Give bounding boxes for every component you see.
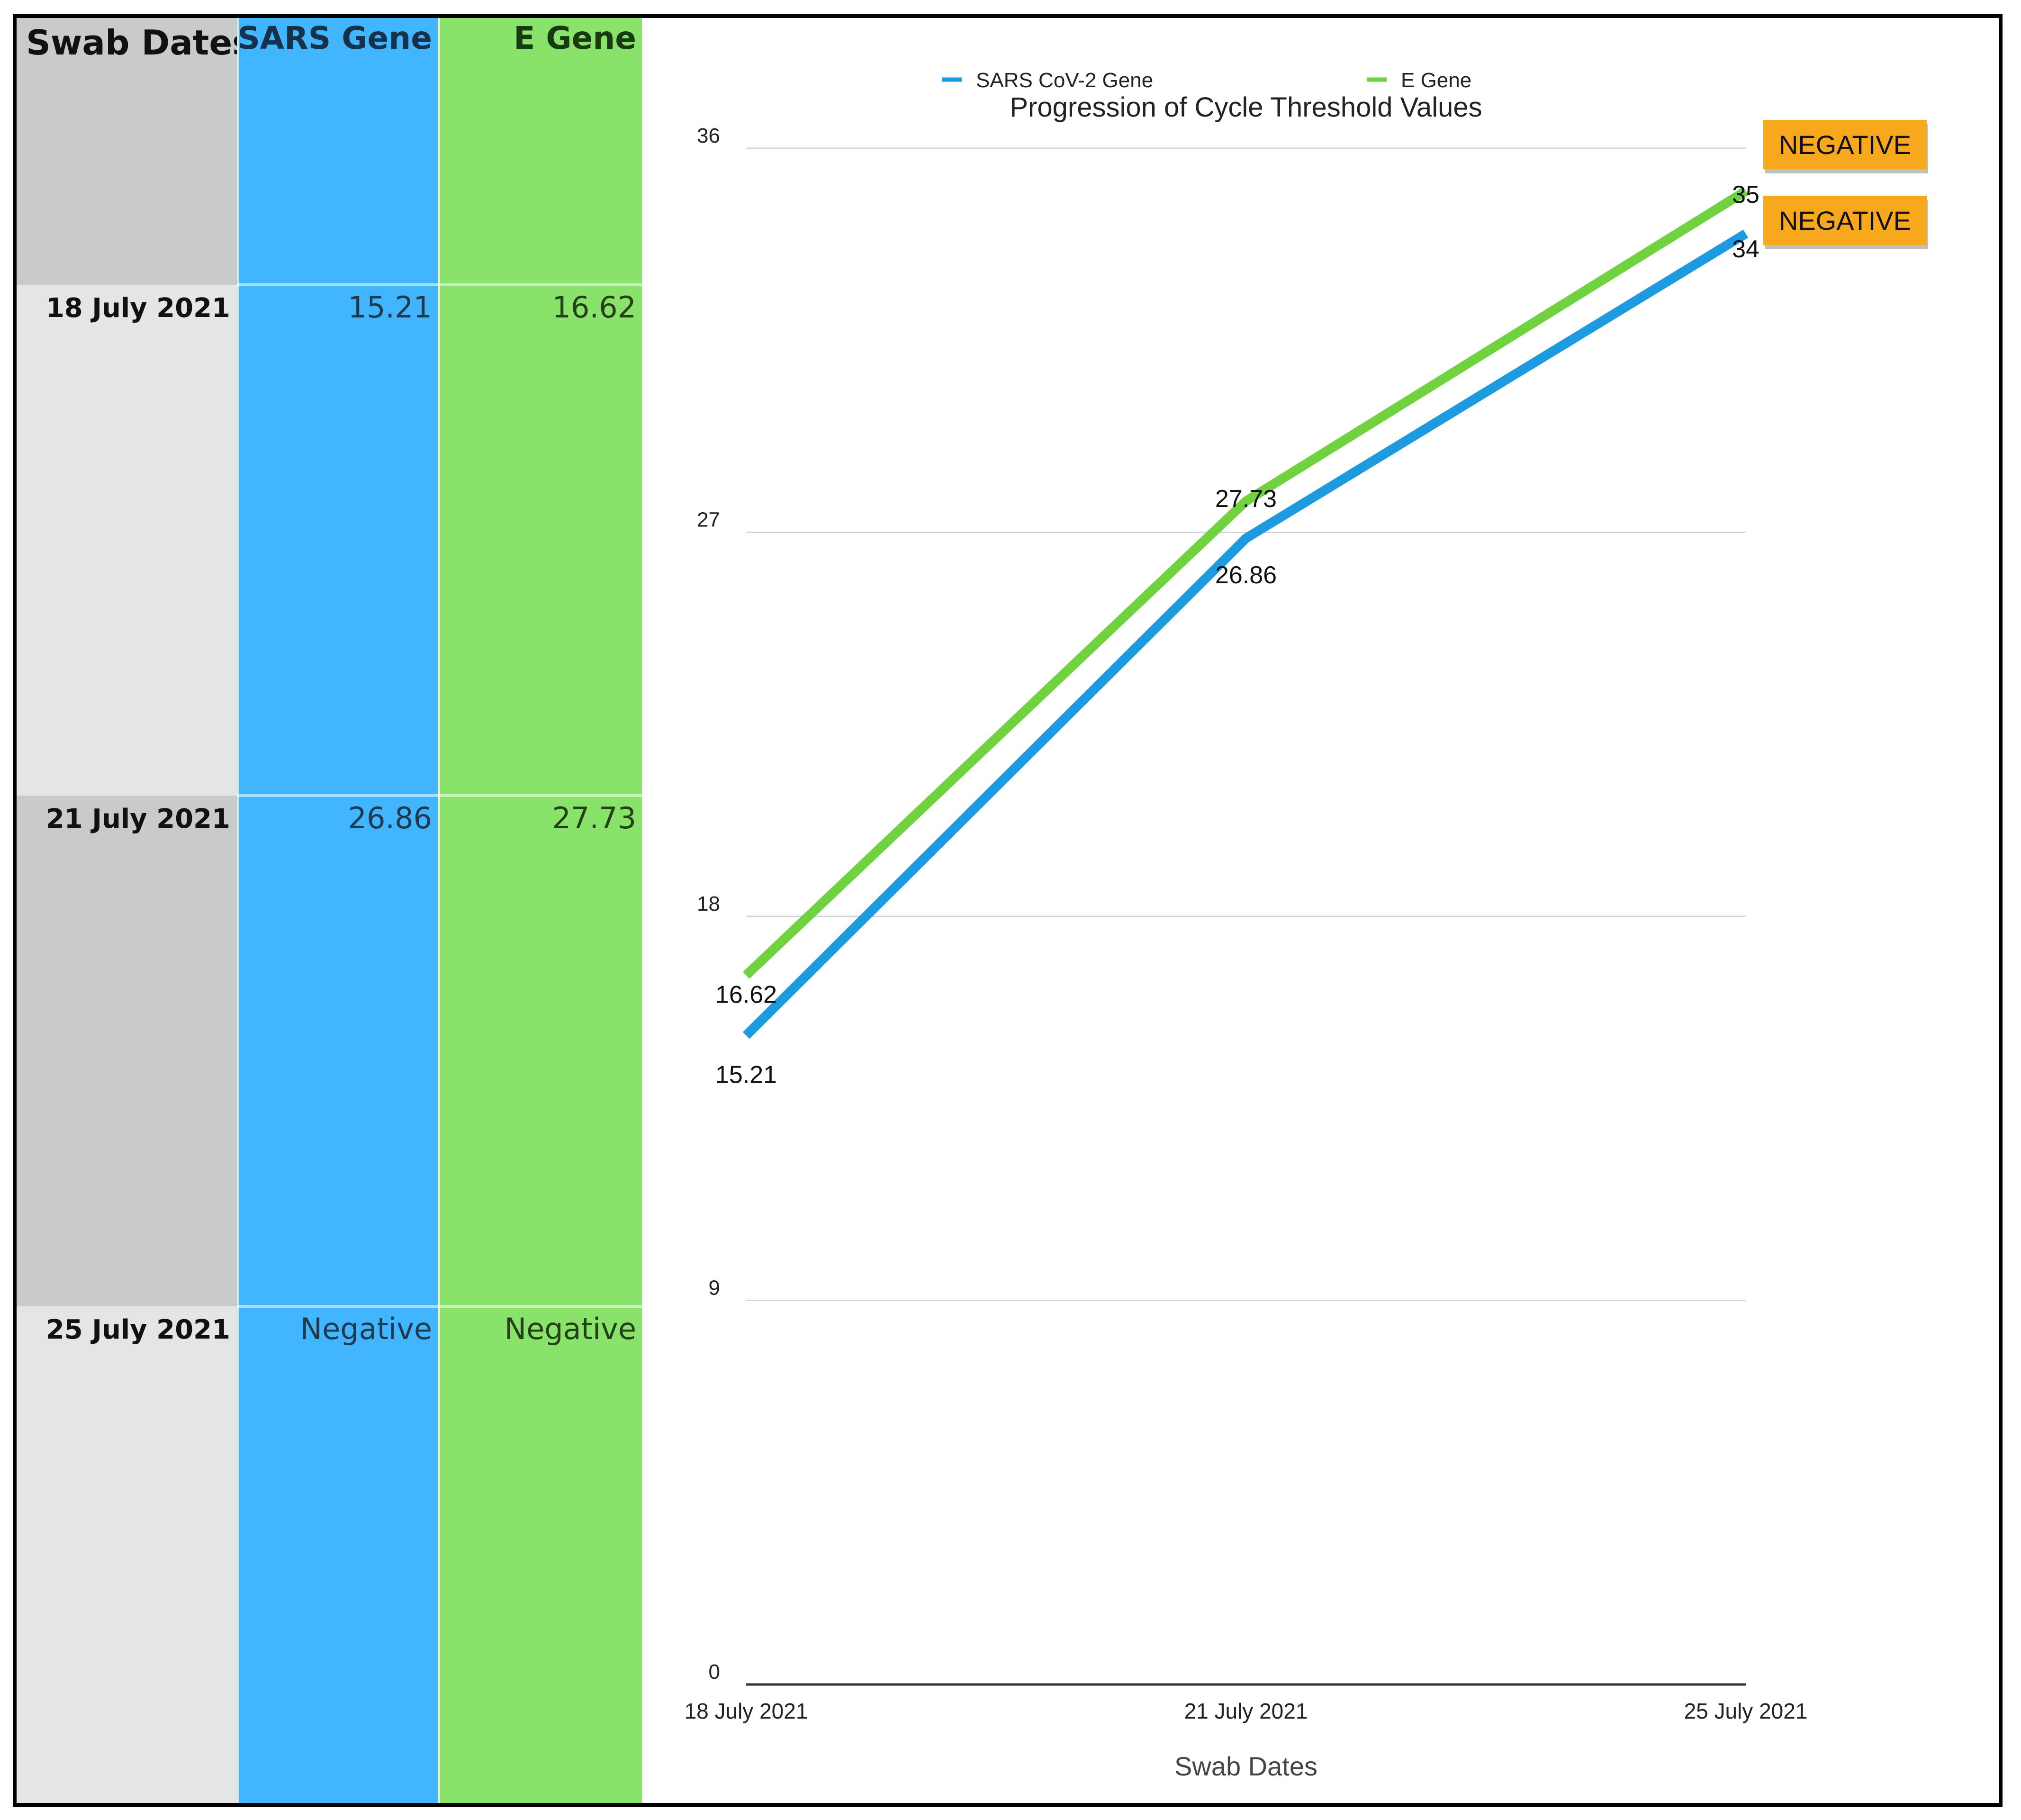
dates-row-cell: [17, 1306, 237, 1803]
series-line: [742, 229, 1749, 1039]
row-date-label: 25 July 2021: [45, 1314, 230, 1345]
sars-value: Negative: [300, 1312, 432, 1346]
y-tick-label: 36: [697, 124, 720, 147]
column-divider: [237, 18, 239, 1803]
ct-line-chart: 0 9 18 27 36 18 July 2021 21 July 2021 25 July …: [685, 69, 1928, 1781]
chart-title: Progression of Cycle Threshold Values: [1010, 92, 1482, 123]
sars-value: 26.86: [348, 801, 433, 835]
e-value: 27.73: [552, 801, 637, 835]
data-label: 27.73: [1215, 485, 1277, 513]
row-date-label: 18 July 2021: [45, 293, 230, 324]
data-label: 15.21: [715, 1061, 777, 1088]
x-axis-title: Swab Dates: [1174, 1751, 1317, 1781]
y-tick-label: 27: [697, 508, 720, 532]
sars-value: 15.21: [348, 290, 433, 325]
legend-label: SARS CoV-2 Gene: [976, 69, 1153, 92]
x-tick-label: 21 July 2021: [1184, 1699, 1308, 1723]
sars-gene-header: SARS Gene: [237, 20, 432, 56]
negative-badge-label: NEGATIVE: [1779, 130, 1911, 160]
data-label: 35: [1732, 181, 1759, 208]
row-date-label: 21 July 2021: [45, 804, 230, 834]
negative-badge: [1763, 120, 1927, 170]
swab-dates-column: Swab Dates 18 July 2021 21 July 2021 25 …: [17, 18, 253, 1803]
x-tick-label: 25 July 2021: [1684, 1699, 1808, 1723]
y-tick-label: 9: [709, 1277, 720, 1300]
dates-row-cell: [17, 796, 237, 1306]
e-value: Negative: [504, 1312, 636, 1346]
x-tick-label: 18 July 2021: [685, 1699, 808, 1723]
sars-gene-column: SARS Gene 15.21 26.86 Negative: [237, 18, 438, 1803]
column-divider: [438, 18, 440, 1803]
dates-header-cell: [17, 18, 237, 285]
row-divider: [237, 794, 438, 797]
y-tick-label: 18: [697, 892, 720, 915]
figure-frame: Swab Dates 18 July 2021 21 July 2021 25 …: [13, 14, 2003, 1807]
row-divider: [237, 1305, 438, 1308]
row-divider: [438, 794, 642, 797]
data-label: 16.62: [715, 981, 777, 1008]
legend-label: E Gene: [1401, 69, 1471, 92]
swab-dates-header: Swab Dates: [26, 23, 253, 63]
series-line: [743, 187, 1749, 979]
dates-row-cell: [17, 285, 237, 796]
e-value: 16.62: [552, 290, 637, 325]
y-tick-label: 0: [709, 1660, 720, 1684]
negative-badge: [1763, 196, 1927, 245]
e-gene-header: E Gene: [514, 20, 636, 56]
e-gene-column: E Gene 16.62 27.73 Negative: [438, 18, 642, 1803]
row-divider: [438, 1305, 642, 1308]
row-divider: [438, 283, 642, 286]
negative-badge-label: NEGATIVE: [1779, 206, 1911, 235]
row-divider: [237, 283, 438, 286]
data-label: 26.86: [1215, 561, 1277, 589]
data-label: 34: [1732, 235, 1759, 263]
